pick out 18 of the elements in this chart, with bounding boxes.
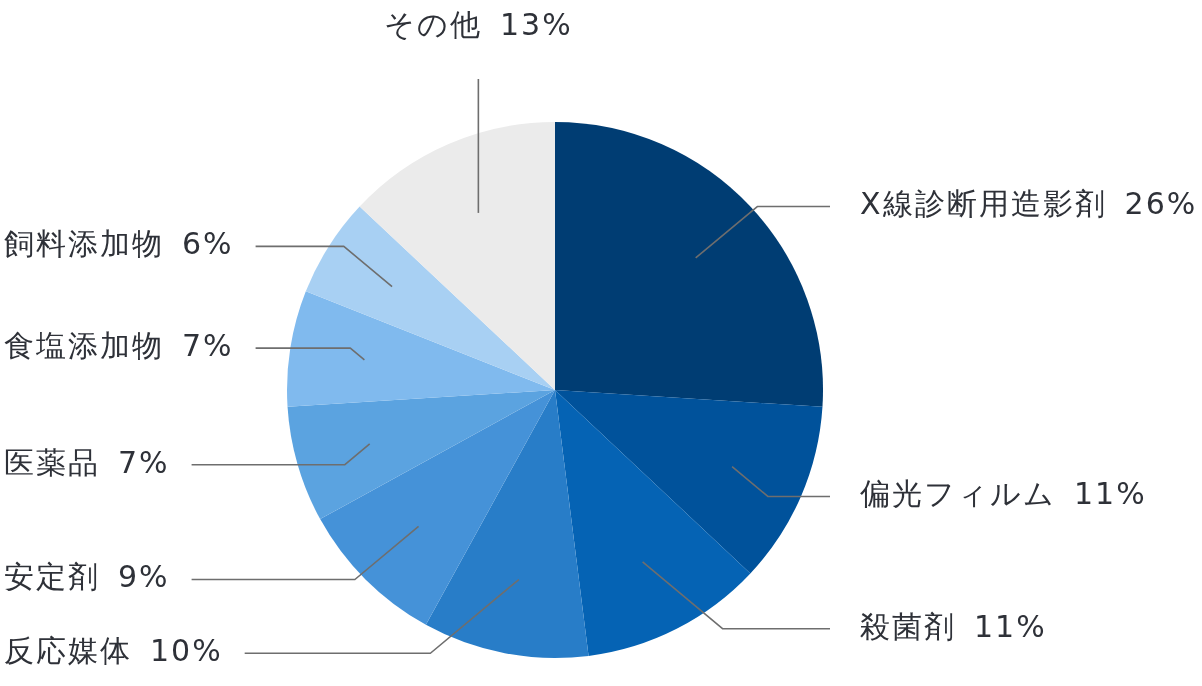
slice-label: 飼料添加物: [4, 226, 164, 262]
data-label: 9%: [118, 559, 170, 595]
data-label: 7%: [118, 444, 170, 480]
slice-label: 食塩添加物: [4, 327, 164, 363]
data-label: 26%: [1124, 186, 1198, 222]
data-label: 7%: [182, 327, 234, 363]
slice-label: その他: [384, 6, 483, 42]
data-label: 13%: [500, 6, 573, 42]
data-label: 6%: [182, 226, 234, 262]
slice-label: 反応媒体: [4, 633, 132, 669]
data-label: 11%: [1074, 476, 1147, 512]
slice-label: 安定剤: [4, 559, 100, 595]
slice-label: 殺菌剤: [860, 608, 956, 644]
data-label: 11%: [974, 608, 1047, 644]
data-label: 10%: [150, 633, 223, 669]
slice-label: 医薬品: [4, 444, 100, 480]
slice-label: 偏光フィルム: [860, 476, 1056, 512]
slice-label: X線診断用造影剤: [860, 186, 1107, 222]
